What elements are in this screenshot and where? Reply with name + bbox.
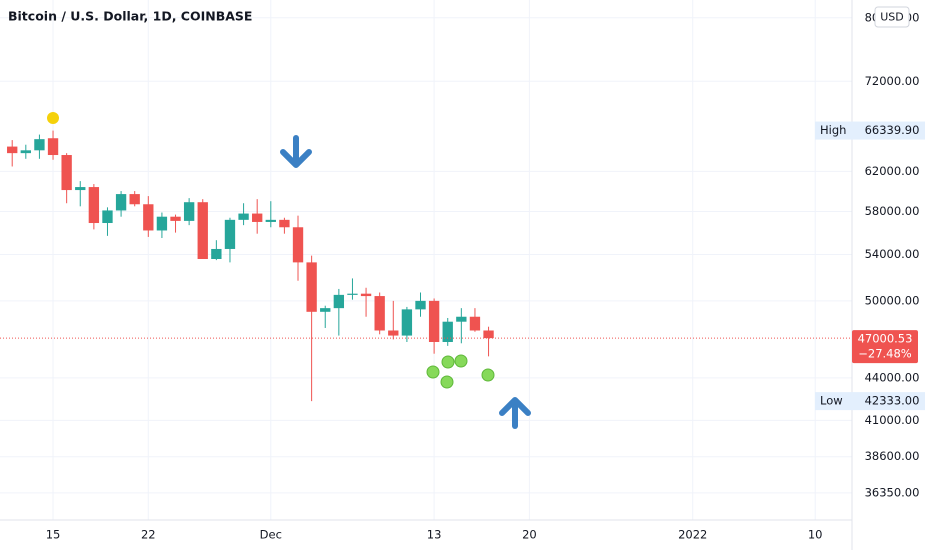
x-tick-label: 2022 bbox=[678, 528, 707, 542]
down-arrow bbox=[280, 135, 312, 168]
candle-body bbox=[374, 296, 385, 331]
candle-body bbox=[442, 321, 453, 342]
x-tick-label: 22 bbox=[141, 528, 156, 542]
last-price-label: 47000.53 bbox=[858, 332, 913, 346]
candle-body bbox=[469, 316, 481, 331]
y-tick-label: 62000.00 bbox=[865, 164, 920, 178]
candle-body bbox=[75, 187, 86, 191]
currency-label[interactable]: USD bbox=[880, 11, 904, 24]
x-tick-label: 13 bbox=[427, 528, 442, 542]
candle-body bbox=[129, 194, 140, 205]
candle-body bbox=[143, 204, 154, 231]
price-marker-value: 42333.00 bbox=[865, 394, 920, 408]
y-tick-label: 41000.00 bbox=[865, 413, 920, 427]
marker-dot bbox=[481, 368, 495, 382]
candle-body bbox=[306, 262, 317, 312]
candle-body bbox=[115, 194, 127, 211]
x-tick-label: 10 bbox=[808, 528, 823, 542]
y-tick-label: 36350.00 bbox=[865, 485, 920, 499]
currency-button-bg[interactable] bbox=[874, 6, 910, 28]
grid bbox=[0, 0, 852, 520]
candle-body bbox=[224, 219, 236, 249]
candle-body bbox=[197, 202, 208, 259]
candle-body bbox=[347, 293, 358, 295]
candle-body bbox=[183, 202, 195, 221]
candle-body bbox=[20, 150, 31, 154]
candle-body bbox=[360, 293, 372, 297]
currency-button[interactable]: USD bbox=[874, 6, 910, 28]
overlay: 47000.53−27.48% High 66339.90 Low 42333.00 bbox=[0, 121, 925, 411]
y-tick-label: 54000.00 bbox=[865, 247, 920, 261]
marker-dot bbox=[426, 365, 440, 379]
candle-body bbox=[34, 139, 45, 151]
y-tick-label: 72000.00 bbox=[865, 74, 920, 88]
y-tick-label: 44000.00 bbox=[865, 370, 920, 384]
price-marker-name: High bbox=[820, 123, 846, 137]
candle-body bbox=[279, 219, 290, 228]
last-price-box bbox=[852, 330, 918, 364]
candle-body bbox=[401, 309, 413, 336]
marker-dots bbox=[426, 354, 495, 389]
candle-body bbox=[415, 300, 426, 310]
marker-dot bbox=[47, 112, 59, 124]
price-marker-bg bbox=[815, 121, 925, 140]
y-tick-label: 38600.00 bbox=[865, 449, 920, 463]
candle-body bbox=[61, 155, 72, 191]
candle-body bbox=[483, 330, 494, 339]
candle-body bbox=[265, 219, 276, 222]
x-tick-label: Dec bbox=[260, 528, 282, 542]
candle-body bbox=[88, 187, 100, 224]
candle-body bbox=[7, 146, 18, 154]
candle-body bbox=[238, 213, 249, 220]
marker-dot bbox=[441, 355, 455, 369]
candle-body bbox=[320, 308, 331, 312]
marker-dot bbox=[454, 354, 468, 368]
price-marker-value: 66339.90 bbox=[865, 123, 920, 137]
x-tick-label: 20 bbox=[522, 528, 537, 542]
candle-body bbox=[292, 227, 304, 263]
chart-title: Bitcoin / U.S. Dollar, 1D, COINBASE bbox=[8, 9, 252, 24]
plot bbox=[7, 130, 494, 402]
candle-body bbox=[211, 248, 222, 259]
candle-body bbox=[47, 138, 59, 156]
up-arrow bbox=[499, 397, 531, 429]
candle-body bbox=[388, 330, 399, 336]
price-marker-name: Low bbox=[820, 394, 843, 408]
x-tick-label: 15 bbox=[46, 528, 61, 542]
candle-body bbox=[428, 300, 440, 342]
candle-body bbox=[102, 210, 113, 224]
marker-dot bbox=[440, 375, 454, 389]
last-price-change: −27.48% bbox=[858, 347, 912, 361]
price-marker-bg bbox=[815, 392, 925, 411]
candle-body bbox=[156, 216, 168, 231]
candle-body bbox=[170, 216, 181, 221]
candle-body bbox=[456, 316, 467, 322]
y-tick-label: 58000.00 bbox=[865, 204, 920, 218]
arrow-head bbox=[280, 149, 312, 168]
candle-body bbox=[252, 213, 263, 222]
candle-body bbox=[333, 294, 345, 309]
arrow-head bbox=[499, 397, 531, 416]
y-tick-label: 50000.00 bbox=[865, 293, 920, 307]
